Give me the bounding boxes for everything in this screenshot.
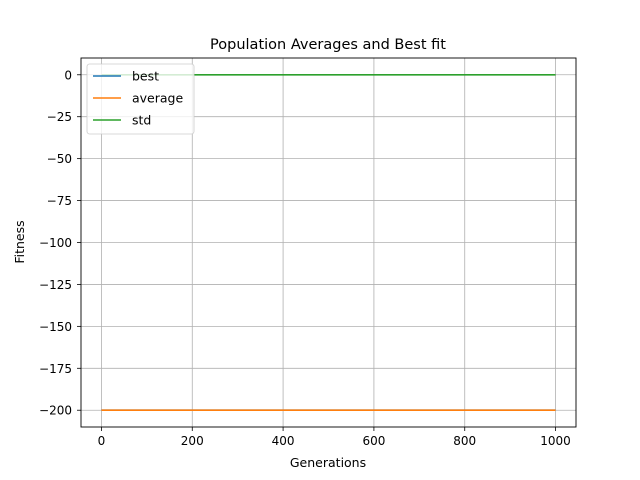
legend: best average std <box>86 63 195 135</box>
y-tick-label: −25 <box>47 110 72 124</box>
legend-box <box>86 63 195 135</box>
chart-title: Population Averages and Best fit <box>210 37 446 53</box>
x-tick-label: 600 <box>362 434 385 448</box>
y-tick-label: 0 <box>64 68 72 82</box>
x-axis-label: Generations <box>290 455 366 470</box>
x-tick-label: 200 <box>181 434 204 448</box>
y-tick-label: −75 <box>47 194 72 208</box>
y-axis-label: Fitness <box>12 220 27 263</box>
legend-label-std: std <box>132 113 151 128</box>
x-tick-label: 0 <box>98 434 106 448</box>
tick-layer: 0 200 400 600 800 1000 0 −25 −50 −75 −100 −125 −150 −… <box>39 68 571 448</box>
y-tick-label: −100 <box>39 236 72 250</box>
legend-label-average: average <box>132 91 183 106</box>
x-tick-label: 800 <box>453 434 476 448</box>
y-tick-label: −200 <box>39 404 72 418</box>
y-tick-label: −50 <box>47 152 72 166</box>
legend-label-best: best <box>132 69 159 84</box>
y-tick-label: −125 <box>39 278 72 292</box>
y-tick-label: −175 <box>39 362 72 376</box>
x-tick-label: 1000 <box>540 434 571 448</box>
x-tick-label: 400 <box>272 434 295 448</box>
y-tick-label: −150 <box>39 320 72 334</box>
